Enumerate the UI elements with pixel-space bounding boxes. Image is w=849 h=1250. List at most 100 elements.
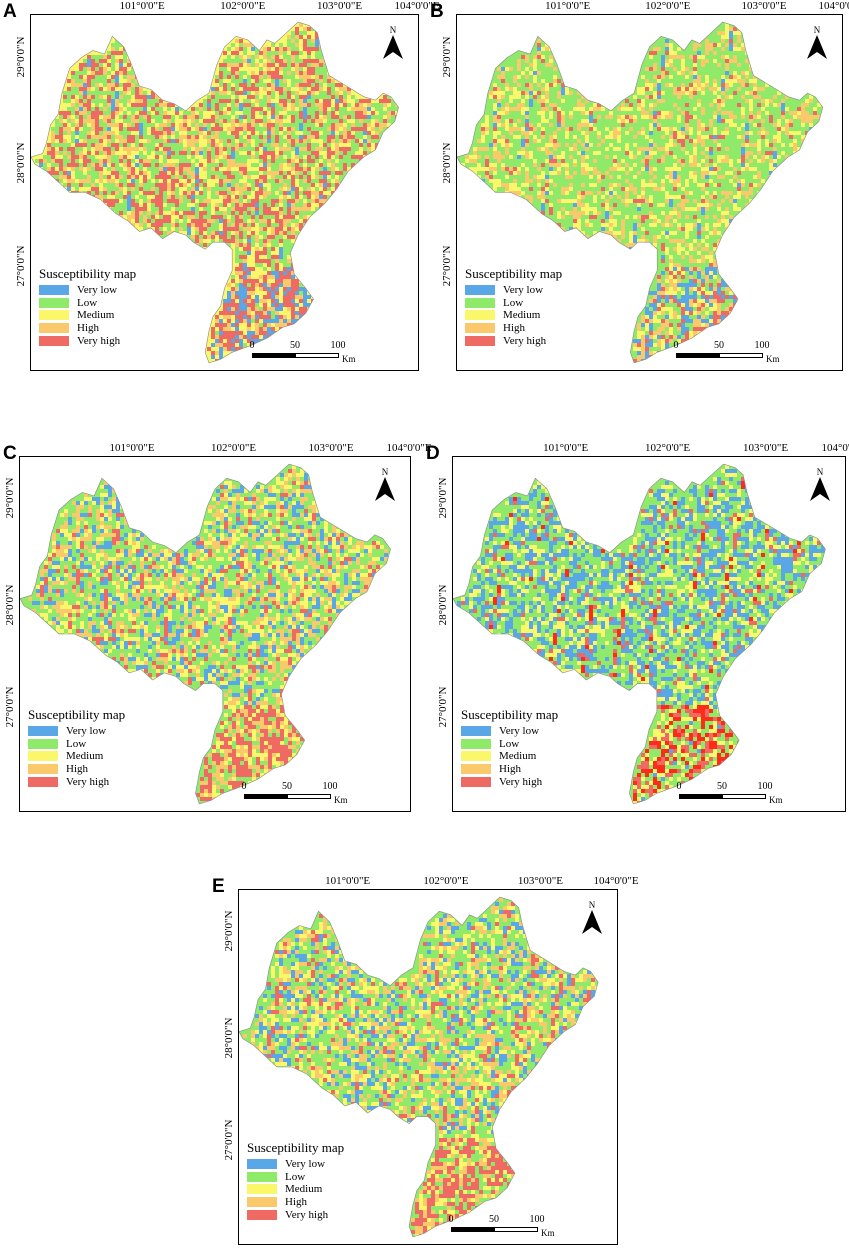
longitude-label: 101°0'0"E bbox=[543, 442, 589, 454]
latitude-label: 27°0'0"N bbox=[4, 686, 16, 728]
longitude-label: 103°0'0"E bbox=[308, 442, 354, 454]
legend-swatch bbox=[465, 285, 495, 296]
scale-tick-label: 100 bbox=[529, 1214, 545, 1225]
legend-item: High bbox=[461, 763, 558, 776]
legend-item: Low bbox=[461, 738, 558, 751]
panel-letter: E bbox=[212, 876, 225, 897]
map-frame: N Susceptibility map Very low Low Medium High… bbox=[19, 456, 411, 812]
legend-item: Low bbox=[247, 1171, 344, 1184]
map-frame: N Susceptibility map Very low Low Medium High… bbox=[30, 14, 419, 371]
legend-swatch bbox=[28, 726, 58, 737]
longitude-label: 102°0'0"E bbox=[423, 875, 469, 887]
legend-item: Very low bbox=[247, 1158, 344, 1171]
north-label: N bbox=[588, 900, 596, 910]
legend-label: Very high bbox=[285, 1208, 329, 1221]
panel-a: A 101°0'0"E 102°0'0"E 103°0'0"E 104°0'0"E 29°… bbox=[0, 0, 440, 375]
panel-b: B 101°0'0"E 102°0'0"E 103°0'0"E 104°0'0"E 29°… bbox=[426, 0, 849, 375]
legend-swatch bbox=[39, 335, 69, 346]
legend-label: Very high bbox=[77, 334, 121, 347]
scale-tick-label: 0 bbox=[673, 340, 679, 351]
legend-item: Low bbox=[28, 738, 125, 751]
north-arrow-icon: N bbox=[382, 25, 404, 64]
legend-swatch bbox=[247, 1184, 277, 1195]
longitude-label: 103°0'0"E bbox=[743, 442, 789, 454]
legend-label: High bbox=[77, 322, 99, 335]
legend-label: Low bbox=[77, 296, 98, 309]
scale-tick-label: 0 bbox=[676, 781, 682, 792]
panel-c: C 101°0'0"E 102°0'0"E 103°0'0"E 104°0'0"E 29°… bbox=[0, 428, 432, 813]
legend-item: Very low bbox=[28, 725, 125, 738]
legend-label: Medium bbox=[499, 750, 537, 763]
legend-label: Low bbox=[66, 737, 87, 750]
legend-item: Low bbox=[465, 297, 562, 310]
legend-label: Medium bbox=[285, 1183, 323, 1196]
panel-letter: B bbox=[430, 1, 444, 22]
legend-label: Very high bbox=[503, 334, 547, 347]
legend-item: Very high bbox=[461, 775, 558, 788]
scale-bar-segment bbox=[287, 794, 331, 799]
legend-title: Susceptibility map bbox=[465, 266, 563, 281]
susceptibility-map bbox=[239, 896, 599, 1238]
scale-unit: Km bbox=[541, 1228, 555, 1238]
legend-swatch bbox=[465, 323, 495, 334]
legend-title: Susceptibility map bbox=[461, 707, 559, 722]
panel-e: E 101°0'0"E 102°0'0"E 103°0'0"E 104°0'0"E 29°… bbox=[212, 866, 639, 1250]
scale-unit: Km bbox=[342, 354, 356, 364]
legend-item: Medium bbox=[465, 309, 562, 322]
longitude-label: 104°0'0"E bbox=[818, 0, 849, 12]
scale-bar-segment bbox=[494, 1227, 538, 1232]
legend-item: Very low bbox=[39, 284, 136, 297]
legend-label: High bbox=[285, 1196, 307, 1209]
latitude-label: 29°0'0"N bbox=[437, 478, 449, 519]
scale-unit: Km bbox=[766, 354, 780, 364]
panel-letter: A bbox=[3, 1, 17, 22]
scale-tick-label: 100 bbox=[330, 340, 346, 351]
legend-item: Very low bbox=[465, 284, 562, 297]
legend: Susceptibility map Very low Low Medium High V… bbox=[28, 707, 125, 788]
legend-item: Low bbox=[39, 297, 136, 310]
longitude-label: 104°0'0"E bbox=[593, 875, 639, 887]
legend-swatch bbox=[461, 751, 491, 762]
legend-swatch bbox=[461, 726, 491, 737]
latitude-label: 28°0'0"N bbox=[441, 142, 453, 184]
legend-swatch bbox=[247, 1209, 277, 1220]
scale-tick-label: 100 bbox=[754, 340, 770, 351]
scale-tick-label: 50 bbox=[714, 340, 724, 351]
legend-title: Susceptibility map bbox=[39, 266, 137, 281]
scale-tick-label: 0 bbox=[241, 781, 247, 792]
legend-swatch bbox=[465, 335, 495, 346]
latitude-label: 27°0'0"N bbox=[441, 245, 453, 287]
scale-bar-segment bbox=[244, 794, 288, 799]
legend-swatch bbox=[465, 297, 495, 308]
legend-swatch bbox=[39, 323, 69, 334]
legend: Susceptibility map Very low Low Medium High V… bbox=[247, 1140, 344, 1221]
legend-swatch bbox=[28, 751, 58, 762]
latitude-label: 28°0'0"N bbox=[4, 584, 16, 626]
map-frame: N Susceptibility map Very low Low Medium High… bbox=[238, 889, 618, 1245]
scale-bar-segment bbox=[719, 353, 763, 358]
scale-bar-segment bbox=[451, 1227, 495, 1232]
legend-label: Very low bbox=[503, 284, 544, 297]
legend-label: Very low bbox=[499, 725, 540, 738]
legend-swatch bbox=[28, 764, 58, 775]
legend-item: High bbox=[28, 763, 125, 776]
longitude-label: 102°0'0"E bbox=[220, 0, 266, 12]
susceptibility-map bbox=[453, 463, 826, 805]
longitude-label: 101°0'0"E bbox=[119, 0, 165, 12]
legend-item: Very high bbox=[28, 775, 125, 788]
legend-label: Very low bbox=[66, 725, 107, 738]
scale-bar-segment bbox=[679, 794, 723, 799]
latitude-label: 28°0'0"N bbox=[437, 584, 449, 626]
latitude-label: 27°0'0"N bbox=[223, 1119, 235, 1161]
panel-letter: D bbox=[426, 443, 440, 464]
longitude-label: 103°0'0"E bbox=[317, 0, 363, 12]
legend-label: High bbox=[503, 322, 525, 335]
latitude-label: 27°0'0"N bbox=[437, 686, 449, 728]
legend-item: Medium bbox=[247, 1183, 344, 1196]
legend-swatch bbox=[247, 1171, 277, 1182]
legend: Susceptibility map Very low Low Medium High V… bbox=[465, 266, 562, 347]
legend-label: Very low bbox=[77, 284, 118, 297]
scale-bar: 0 50 100 Km bbox=[241, 781, 362, 807]
latitude-label: 28°0'0"N bbox=[15, 142, 27, 184]
latitude-label: 27°0'0"N bbox=[15, 245, 27, 287]
